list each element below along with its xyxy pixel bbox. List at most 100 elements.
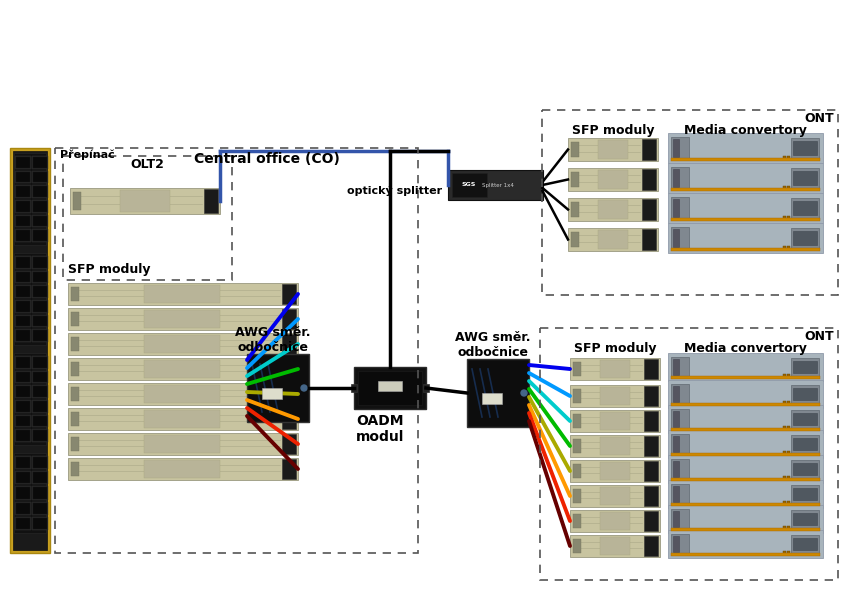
Bar xyxy=(282,334,296,354)
Bar xyxy=(787,451,790,455)
Bar xyxy=(671,553,820,556)
Bar xyxy=(783,476,786,480)
Bar xyxy=(791,510,819,528)
Bar xyxy=(671,484,689,504)
Bar xyxy=(600,387,630,405)
Bar xyxy=(573,489,581,503)
Bar xyxy=(15,329,31,342)
Bar xyxy=(33,415,47,426)
Bar xyxy=(600,487,630,505)
Bar xyxy=(68,333,298,355)
Bar xyxy=(783,551,786,555)
Bar xyxy=(787,156,790,160)
Text: SFP moduly: SFP moduly xyxy=(572,124,654,137)
Bar xyxy=(144,285,220,303)
Bar xyxy=(32,315,48,327)
Bar xyxy=(33,172,47,182)
Bar xyxy=(32,200,48,213)
Bar xyxy=(568,198,658,221)
Bar xyxy=(16,518,30,529)
Bar xyxy=(673,139,679,157)
Bar xyxy=(787,526,790,530)
Bar xyxy=(787,501,790,505)
Text: OADM
modul: OADM modul xyxy=(356,414,404,444)
Bar xyxy=(423,384,429,392)
Bar xyxy=(671,137,689,159)
Bar xyxy=(68,308,298,330)
Bar xyxy=(793,388,817,400)
Bar xyxy=(144,335,220,353)
Bar xyxy=(793,141,817,155)
Bar xyxy=(16,216,30,226)
Bar xyxy=(642,169,656,190)
Bar xyxy=(71,387,79,401)
Bar xyxy=(787,401,790,405)
Bar xyxy=(32,171,48,183)
Bar xyxy=(16,357,30,368)
Bar xyxy=(570,410,660,432)
Bar xyxy=(570,435,660,457)
Bar xyxy=(570,460,660,482)
Bar xyxy=(571,142,579,157)
Bar xyxy=(791,358,819,376)
Bar xyxy=(16,201,30,212)
Bar xyxy=(644,386,658,406)
Bar xyxy=(15,215,31,227)
Bar xyxy=(144,360,220,378)
Bar xyxy=(120,190,170,212)
Bar xyxy=(671,376,820,379)
Bar xyxy=(32,471,48,484)
Bar xyxy=(598,230,628,249)
Bar xyxy=(482,393,502,404)
Bar xyxy=(33,472,47,484)
Bar xyxy=(16,457,30,468)
Bar xyxy=(15,300,31,313)
Bar xyxy=(32,156,48,169)
Circle shape xyxy=(521,390,527,396)
Bar xyxy=(32,271,48,283)
Bar xyxy=(793,488,817,500)
Bar xyxy=(673,359,679,375)
Bar xyxy=(282,409,296,429)
Bar xyxy=(673,461,679,477)
Bar xyxy=(68,458,298,480)
Bar xyxy=(15,285,31,298)
Bar xyxy=(204,189,218,213)
Text: AWG směr.
odbоčnice: AWG směr. odbоčnice xyxy=(455,331,531,359)
Text: AWG směr.
odbоčnice: AWG směr. odbоčnice xyxy=(235,326,311,354)
Bar xyxy=(573,414,581,428)
Bar xyxy=(793,538,817,550)
Bar xyxy=(15,156,31,169)
Bar xyxy=(32,356,48,368)
Bar xyxy=(793,513,817,525)
Bar xyxy=(671,357,689,377)
Bar xyxy=(600,360,630,378)
Bar xyxy=(14,353,46,445)
Bar xyxy=(668,163,823,193)
Bar xyxy=(671,403,820,406)
Bar xyxy=(791,485,819,503)
Bar xyxy=(33,301,47,312)
Bar xyxy=(33,201,47,212)
Text: Přepínač: Přepínač xyxy=(60,150,115,160)
Bar xyxy=(32,229,48,242)
Bar xyxy=(15,415,31,428)
Bar xyxy=(282,359,296,379)
Bar xyxy=(15,271,31,283)
Bar xyxy=(16,172,30,182)
Bar xyxy=(16,286,30,297)
Bar xyxy=(571,202,579,217)
Bar xyxy=(282,384,296,404)
Bar xyxy=(783,374,786,378)
Bar xyxy=(354,367,426,409)
Bar xyxy=(570,385,660,407)
Bar xyxy=(32,456,48,469)
Bar xyxy=(14,153,46,245)
Bar xyxy=(16,257,30,268)
Text: Central office (CO): Central office (CO) xyxy=(194,152,340,166)
Bar xyxy=(33,157,47,168)
Bar xyxy=(573,439,581,453)
Bar xyxy=(13,151,47,550)
Bar xyxy=(15,487,31,500)
Bar xyxy=(673,169,679,187)
